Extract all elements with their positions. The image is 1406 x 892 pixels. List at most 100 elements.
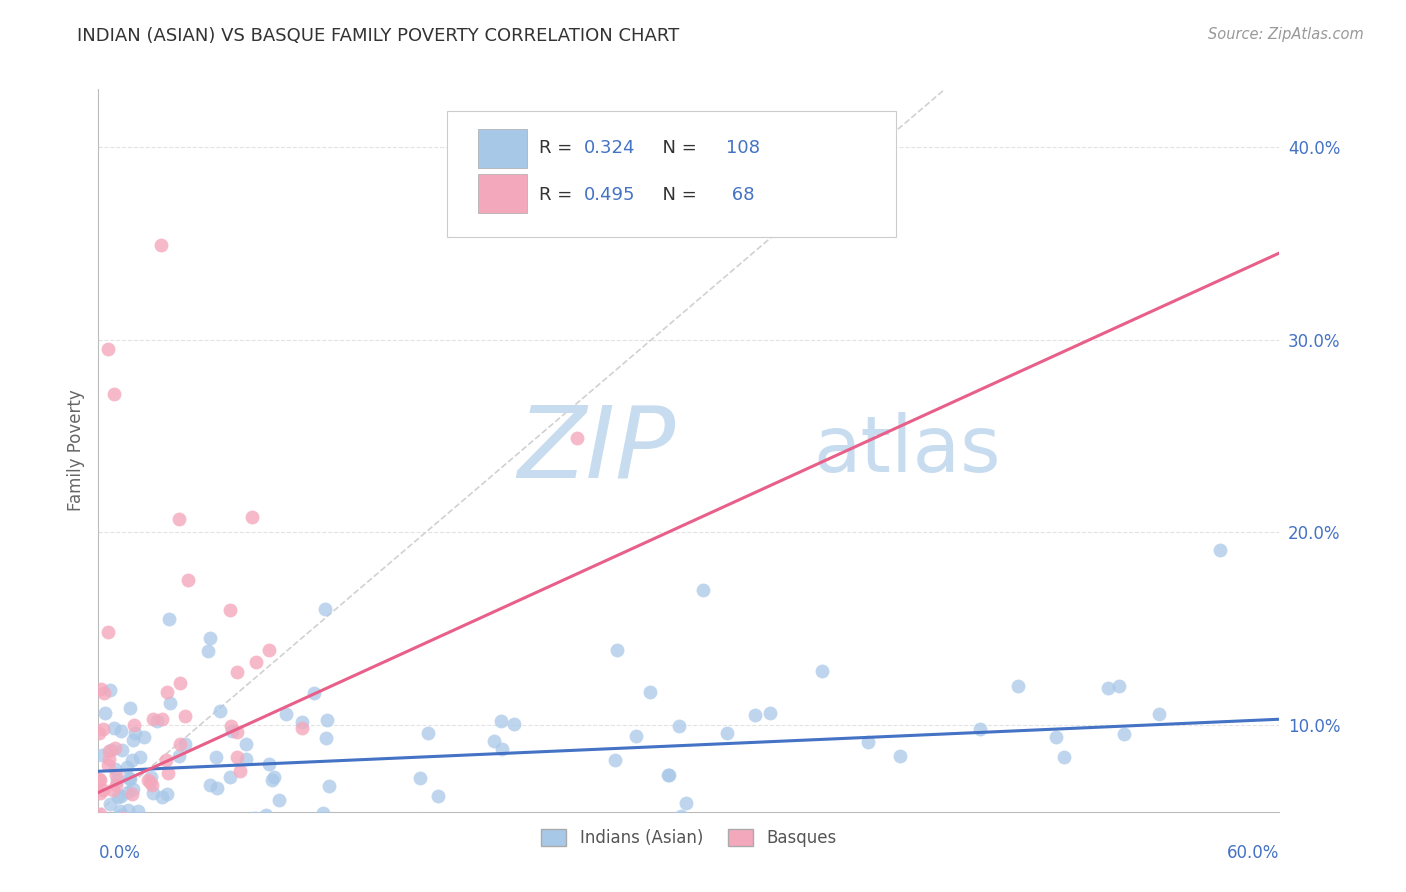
Point xyxy=(333,814,356,829)
Point xyxy=(1097,681,1119,695)
Point xyxy=(226,749,249,764)
Point xyxy=(142,712,165,726)
Point xyxy=(139,775,162,789)
Text: N =: N = xyxy=(651,139,703,158)
Point xyxy=(503,717,526,731)
Point xyxy=(118,771,141,785)
Point xyxy=(98,744,121,758)
Point xyxy=(157,765,180,780)
Point xyxy=(121,782,143,797)
Point xyxy=(658,768,681,782)
Point xyxy=(105,773,128,788)
Point xyxy=(418,726,440,740)
Point xyxy=(624,729,647,743)
Point xyxy=(115,760,138,774)
Point xyxy=(638,685,661,699)
Point xyxy=(226,725,249,739)
Point xyxy=(409,771,432,785)
Point xyxy=(90,828,112,842)
Point xyxy=(1112,726,1135,740)
Point xyxy=(209,704,232,718)
Point xyxy=(606,643,628,657)
Point xyxy=(522,818,544,832)
Point xyxy=(121,788,143,802)
Point xyxy=(97,826,120,840)
Point xyxy=(122,718,145,732)
Point xyxy=(110,724,132,739)
Point xyxy=(93,830,115,844)
Point xyxy=(267,793,290,807)
Point xyxy=(127,833,149,847)
Point xyxy=(263,770,285,784)
Point xyxy=(169,737,191,751)
Point xyxy=(146,714,169,728)
Point xyxy=(150,238,173,252)
Point xyxy=(221,719,243,733)
Point xyxy=(257,643,280,657)
Point xyxy=(173,709,195,723)
Point xyxy=(565,431,588,445)
Point xyxy=(94,833,117,847)
Point xyxy=(104,762,127,776)
Point xyxy=(90,813,112,827)
Point xyxy=(245,811,267,825)
FancyBboxPatch shape xyxy=(478,129,527,168)
Point xyxy=(141,778,163,792)
Point xyxy=(1149,707,1171,722)
Point xyxy=(97,833,120,847)
Point xyxy=(118,700,141,714)
Point xyxy=(1209,542,1232,557)
Text: N =: N = xyxy=(651,186,703,204)
Point xyxy=(889,748,911,763)
Point xyxy=(1045,730,1067,744)
Text: INDIAN (ASIAN) VS BASQUE FAMILY POVERTY CORRELATION CHART: INDIAN (ASIAN) VS BASQUE FAMILY POVERTY … xyxy=(77,27,679,45)
Text: R =: R = xyxy=(538,139,578,158)
Point xyxy=(177,833,200,847)
Point xyxy=(257,756,280,771)
Point xyxy=(491,742,513,756)
Point xyxy=(169,676,191,690)
Point xyxy=(100,833,122,847)
Point xyxy=(1108,679,1130,693)
Point xyxy=(157,612,180,626)
Point xyxy=(90,682,112,697)
Point xyxy=(104,833,127,847)
Point xyxy=(668,719,690,733)
Point xyxy=(156,684,179,698)
Point xyxy=(108,804,131,818)
Point xyxy=(89,786,111,800)
Text: ZIP: ZIP xyxy=(517,402,676,499)
Point xyxy=(89,807,111,822)
Point xyxy=(858,734,880,748)
Point xyxy=(143,814,166,828)
Point xyxy=(229,764,252,779)
Point xyxy=(104,768,127,782)
Point xyxy=(90,833,112,847)
Point xyxy=(111,833,134,847)
Point xyxy=(120,772,142,786)
Point xyxy=(142,786,165,800)
Point xyxy=(104,741,127,756)
Point xyxy=(675,796,697,810)
Point xyxy=(1007,679,1029,693)
Point xyxy=(318,779,340,793)
Point xyxy=(219,770,242,784)
Point xyxy=(427,789,450,804)
Point xyxy=(155,753,177,767)
Point xyxy=(218,603,240,617)
Point xyxy=(153,833,176,847)
Point xyxy=(716,725,738,739)
Point xyxy=(117,785,139,799)
Text: atlas: atlas xyxy=(813,412,1001,489)
Point xyxy=(657,767,679,781)
Point xyxy=(221,723,243,738)
Point xyxy=(744,708,766,723)
Point xyxy=(91,814,114,828)
Legend: Indians (Asian), Basques: Indians (Asian), Basques xyxy=(541,829,837,847)
Y-axis label: Family Poverty: Family Poverty xyxy=(66,390,84,511)
Point xyxy=(97,758,120,772)
Point xyxy=(91,723,114,737)
Point xyxy=(87,772,110,786)
Point xyxy=(197,814,219,829)
Point xyxy=(103,783,125,797)
